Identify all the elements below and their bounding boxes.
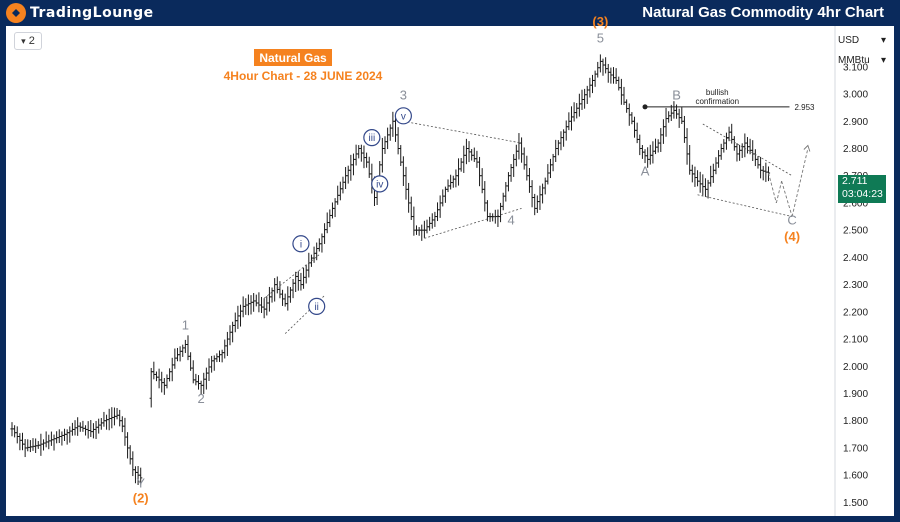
chart-title: Natural Gas (259, 51, 327, 65)
wave-label: 2 (198, 391, 205, 406)
y-tick-label: 2.300 (843, 280, 868, 291)
y-tick-label: 1.700 (843, 443, 868, 454)
y-tick-label: 1.600 (843, 471, 868, 482)
wave-label-circle (292, 235, 310, 253)
header-bar: TradingLounge Natural Gas Commodity 4hr … (0, 0, 900, 26)
interval-chevron-icon: ▾ (21, 35, 26, 46)
wave-label: 1 (182, 318, 189, 333)
wave-label-circled: iii (363, 129, 381, 147)
y-tick-label: 2.900 (843, 117, 868, 128)
currency-select[interactable]: USD ▾ (838, 32, 886, 48)
page-title: Natural Gas Commodity 4hr Chart (642, 4, 884, 21)
y-tick-label: 1.800 (843, 416, 868, 427)
last-price: 2.711 (842, 175, 868, 187)
wave-label-circled: iv (371, 175, 389, 193)
currency-value: USD (838, 34, 860, 46)
wave-label: 3 (400, 88, 407, 103)
projection-path-segment (791, 148, 809, 217)
wave-label-circle (371, 175, 389, 193)
interval-value: 2 (28, 35, 35, 47)
wave-label-text: iv (376, 179, 383, 190)
y-tick-label: 1.500 (843, 498, 868, 509)
y-tick-label: 2.000 (843, 362, 868, 373)
y-tick-label: 2.400 (843, 253, 868, 264)
projection-path-segment (775, 181, 783, 204)
chart-frame (6, 26, 894, 516)
y-tick-label: 2.800 (843, 144, 868, 155)
wave-label-circled: v (394, 107, 412, 125)
wave-label-text: iii (369, 133, 376, 144)
wave-label-circled: ii (308, 297, 326, 315)
projection-arrow-icon (803, 144, 811, 152)
projection-path-segment (781, 181, 793, 217)
wave-label: C (787, 213, 796, 228)
brand-icon (6, 3, 26, 23)
annotation-level: 2.953 (794, 103, 815, 112)
candles (10, 54, 771, 486)
wave-label: (2) (133, 490, 149, 505)
annotation-line1: bullish (706, 88, 729, 97)
chevron-down-icon: ▾ (880, 34, 886, 46)
triangle-line-upper (403, 120, 522, 144)
wave-label: A (641, 164, 650, 179)
wave-label: (3) (592, 14, 608, 29)
y-tick-label: 3.100 (843, 62, 868, 73)
wave-label: Y (136, 475, 145, 490)
wedge-line-lower (697, 194, 793, 217)
y-tick-label: 3.000 (843, 90, 868, 101)
y-tick-label: 2.200 (843, 307, 868, 318)
title-badge (254, 49, 332, 66)
wedge-line-upper (702, 123, 793, 177)
wave-overlays (263, 120, 811, 334)
y-tick-label: 2.500 (843, 226, 868, 237)
bar-countdown: 03:04:23 (842, 188, 883, 200)
brand-logo: TradingLounge (6, 2, 154, 24)
y-tick-label: 1.900 (843, 389, 868, 400)
unit-value: MMBtu (838, 54, 870, 66)
interval-selector[interactable]: ▾ 2 (14, 32, 42, 50)
chart-subtitle: 4Hour Chart - 28 JUNE 2024 (224, 69, 383, 83)
y-tick-label: 2.100 (843, 335, 868, 346)
brand-name: TradingLounge (30, 5, 154, 21)
price-axis: 1.500 1.600 1.700 1.800 1.900 2.000 2.100 2.200… (843, 62, 868, 509)
wave-label: (4) (784, 229, 800, 244)
projection-path-segment (768, 172, 777, 204)
last-price-tag: 2.711 03:04:23 (838, 175, 886, 203)
wave-label-circle (308, 297, 326, 315)
y-tick-label: 2.600 (843, 198, 868, 209)
wave-label: 4 (507, 213, 514, 228)
unit-select[interactable]: MMBtu ▾ (838, 52, 886, 68)
annotation-line2: confirmation (695, 97, 739, 106)
wave-label-text: v (401, 111, 406, 122)
triangle-line-lower (424, 208, 522, 239)
chevron-down-icon: ▾ (880, 54, 886, 66)
wave-label-circle (363, 129, 381, 147)
wave-label-text: i (300, 239, 302, 250)
bullish-confirmation-dot (642, 104, 648, 110)
wave-label-circle (394, 107, 412, 125)
wave-label-text: ii (314, 302, 318, 313)
wave-label: B (672, 88, 681, 103)
wave-label-circled: i (292, 235, 310, 253)
wave-label: 5 (597, 30, 604, 45)
